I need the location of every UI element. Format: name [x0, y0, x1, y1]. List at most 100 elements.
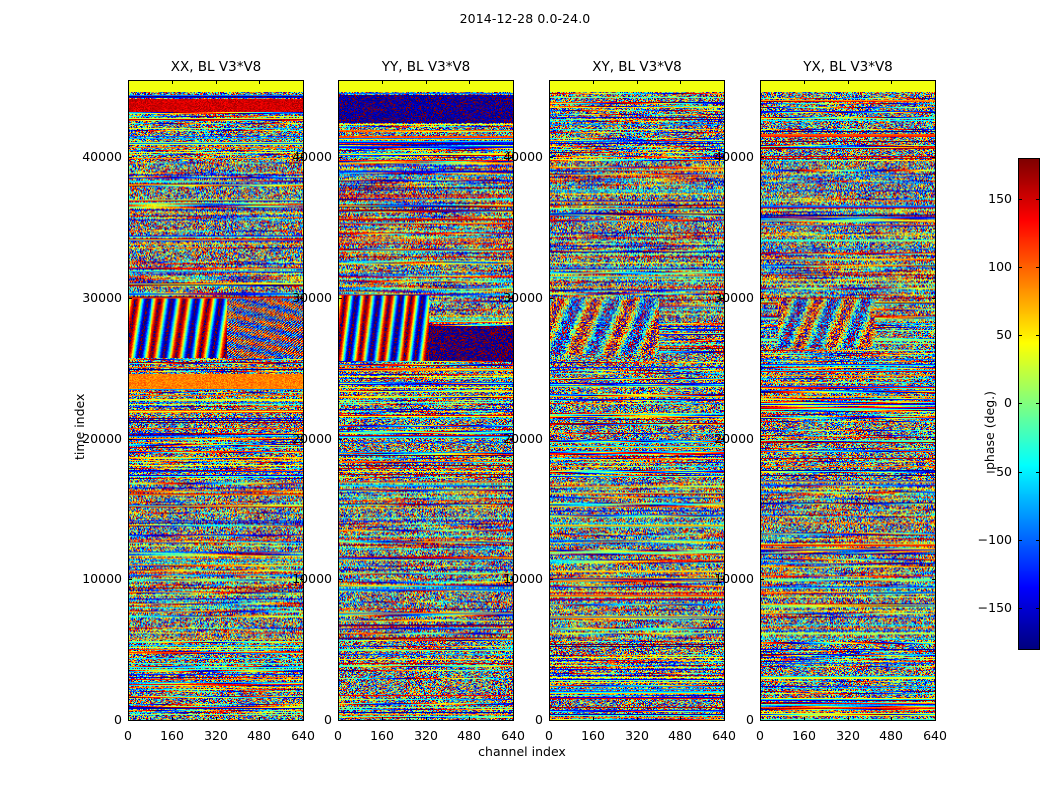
x-tick-label: 160 [581, 728, 605, 743]
x-tick [680, 717, 681, 721]
x-tick [891, 80, 892, 84]
x-tick-label: 160 [370, 728, 394, 743]
x-tick [724, 80, 725, 84]
y-tick [300, 157, 304, 158]
y-tick [549, 439, 553, 440]
x-tick-label: 320 [204, 728, 228, 743]
y-tick [128, 720, 132, 721]
x-tick-label: 640 [501, 728, 525, 743]
panel-title-xy: XY, BL V3*V8 [592, 59, 682, 75]
y-tick [932, 157, 936, 158]
x-tick-label: 480 [247, 728, 271, 743]
x-tick [303, 80, 304, 84]
y-tick [549, 157, 553, 158]
x-tick-label: 0 [756, 728, 764, 743]
y-tick [760, 439, 764, 440]
colorbar-tick-label: 150 [988, 191, 1012, 206]
x-tick [593, 717, 594, 721]
x-tick [848, 80, 849, 84]
x-tick [848, 717, 849, 721]
y-tick-label: 20000 [292, 431, 332, 446]
x-tick [593, 80, 594, 84]
x-tick-label: 480 [668, 728, 692, 743]
x-tick [172, 717, 173, 721]
heatmap-image-yx [761, 81, 935, 720]
y-tick [510, 439, 514, 440]
colorbar-label: phase (deg.) [982, 391, 997, 470]
colorbar-tick [1036, 540, 1040, 541]
x-tick [338, 80, 339, 84]
colorbar-tick-label: 100 [988, 259, 1012, 274]
y-tick [510, 720, 514, 721]
x-tick-label: 480 [457, 728, 481, 743]
y-tick [549, 298, 553, 299]
y-tick [128, 579, 132, 580]
colorbar-tick [1018, 267, 1022, 268]
y-tick [510, 157, 514, 158]
heatmap-panel-yx[interactable] [760, 80, 936, 721]
y-tick [549, 579, 553, 580]
x-tick-label: 320 [414, 728, 438, 743]
colorbar-tick [1036, 335, 1040, 336]
colorbar-tick [1036, 403, 1040, 404]
y-tick [760, 579, 764, 580]
y-tick [721, 579, 725, 580]
y-tick-label: 40000 [503, 149, 543, 164]
y-tick [760, 298, 764, 299]
x-tick [637, 80, 638, 84]
heatmap-panel-xx[interactable] [128, 80, 304, 721]
x-tick [216, 717, 217, 721]
x-tick [724, 717, 725, 721]
y-tick [300, 298, 304, 299]
panel-title-yy: YY, BL V3*V8 [381, 59, 471, 75]
heatmap-panel-yy[interactable] [338, 80, 514, 721]
y-tick [760, 157, 764, 158]
colorbar-tick-label: −100 [977, 532, 1012, 547]
heatmap-panel-xy[interactable] [549, 80, 725, 721]
y-tick [338, 157, 342, 158]
x-tick [259, 717, 260, 721]
colorbar-tick [1036, 199, 1040, 200]
x-tick [469, 80, 470, 84]
y-tick [721, 439, 725, 440]
x-tick-label: 640 [712, 728, 736, 743]
heatmap-image-xy [550, 81, 724, 720]
x-tick [935, 80, 936, 84]
x-tick [549, 80, 550, 84]
y-tick-label: 30000 [503, 290, 543, 305]
x-tick [128, 80, 129, 84]
x-tick [891, 717, 892, 721]
y-tick [549, 720, 553, 721]
x-tick-label: 0 [124, 728, 132, 743]
y-tick [338, 298, 342, 299]
y-tick-label: 0 [324, 712, 332, 727]
y-tick [338, 720, 342, 721]
x-tick [259, 80, 260, 84]
x-tick [128, 717, 129, 721]
y-tick-label: 30000 [714, 290, 754, 305]
x-tick [426, 717, 427, 721]
x-tick [935, 717, 936, 721]
y-tick [760, 720, 764, 721]
x-tick-label: 160 [792, 728, 816, 743]
y-tick-label: 20000 [503, 431, 543, 446]
x-tick [382, 717, 383, 721]
colorbar-tick [1018, 199, 1022, 200]
colorbar-tick [1018, 403, 1022, 404]
x-tick [760, 80, 761, 84]
x-tick-label: 0 [545, 728, 553, 743]
y-tick-label: 20000 [82, 431, 122, 446]
x-axis-label: channel index [478, 744, 566, 759]
y-tick-label: 10000 [714, 571, 754, 586]
colorbar[interactable] [1018, 158, 1040, 650]
x-tick [513, 717, 514, 721]
x-tick-label: 640 [291, 728, 315, 743]
y-tick [338, 579, 342, 580]
y-tick-label: 40000 [82, 149, 122, 164]
x-tick [338, 717, 339, 721]
x-tick-label: 320 [625, 728, 649, 743]
y-tick [338, 439, 342, 440]
x-tick [382, 80, 383, 84]
y-tick-label: 20000 [714, 431, 754, 446]
y-tick-label: 10000 [503, 571, 543, 586]
